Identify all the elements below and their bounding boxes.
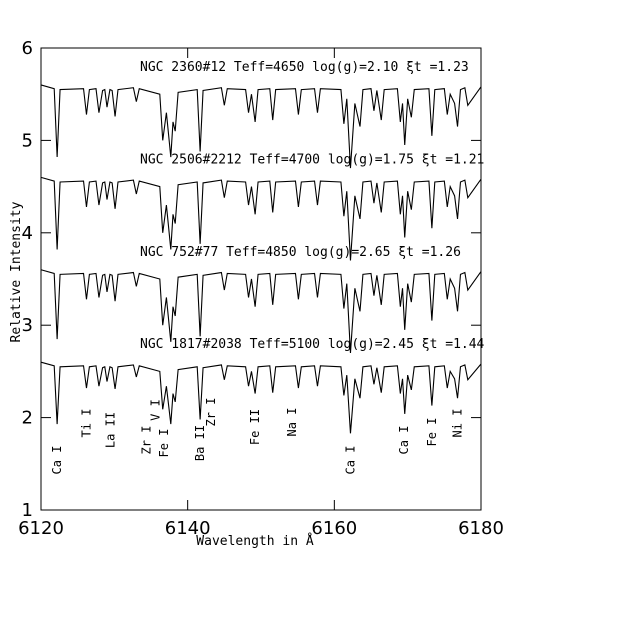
spectrum-line (40, 84, 482, 169)
y-tick-label: 6 (22, 38, 33, 59)
y-tick-label: 2 (22, 408, 33, 429)
line-identification: Fe II (248, 409, 262, 445)
plot-frame (40, 47, 482, 511)
y-tick-label: 1 (22, 500, 33, 521)
x-tick-label: 6120 (18, 518, 64, 539)
x-tick-label: 6180 (458, 518, 504, 539)
spectrum-label: NGC 1817#2038 Teff=5100 log(g)=2.45 ξt =… (140, 337, 485, 352)
y-axis-label: Relative Intensity (9, 201, 24, 342)
line-identification: La II (104, 412, 118, 448)
line-identification: Zr I (140, 426, 154, 455)
line-identification: Zr I (204, 398, 218, 427)
line-identification: Ni I (451, 409, 465, 438)
spectrum-line (40, 176, 482, 261)
line-identification: Fe I (157, 429, 171, 458)
line-identification: Ca I (50, 446, 64, 475)
x-tick-label: 6160 (311, 518, 357, 539)
y-tick-label: 5 (22, 130, 33, 151)
spectrum-line (40, 361, 482, 434)
line-identification: Ba II (193, 425, 207, 461)
line-identification: Na I (285, 408, 299, 437)
line-identification: Ca I (397, 426, 411, 455)
line-identification: V I (148, 399, 162, 421)
spectrum-label: NGC 2360#12 Teff=4650 log(g)=2.10 ξt =1.… (140, 60, 469, 75)
line-identification: Ti I (79, 409, 93, 438)
spectrum-label: NGC 2506#2212 Teff=4700 log(g)=1.75 ξt =… (140, 152, 484, 167)
line-identification: Fe I (425, 418, 439, 447)
spectrum-label: NGC 752#77 Teff=4850 log(g)=2.65 ξt =1.2… (140, 245, 461, 260)
x-axis-label: Wavelength in Å (196, 533, 314, 549)
y-tick-label: 3 (22, 315, 33, 336)
y-tick-label: 4 (22, 223, 33, 244)
line-identification: Ca I (343, 446, 357, 475)
x-tick-label: 6140 (165, 518, 211, 539)
spectrum-line (40, 269, 482, 353)
